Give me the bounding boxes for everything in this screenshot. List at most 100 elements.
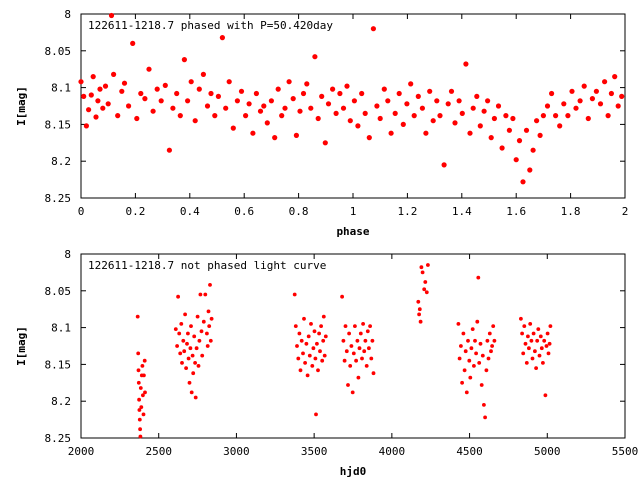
data-point xyxy=(195,314,200,319)
data-point xyxy=(597,101,604,107)
data-point xyxy=(188,346,193,351)
data-point xyxy=(316,368,320,373)
data-point xyxy=(219,35,225,41)
data-point xyxy=(175,344,180,348)
data-point xyxy=(463,349,468,354)
data-point xyxy=(445,101,451,107)
data-point xyxy=(192,118,198,124)
data-point xyxy=(188,79,194,85)
data-point xyxy=(411,113,417,119)
y-tick-label: 8.05 xyxy=(45,285,72,298)
data-point xyxy=(100,105,106,111)
data-point xyxy=(268,98,274,104)
data-point xyxy=(467,358,472,363)
data-point xyxy=(527,346,531,351)
data-point xyxy=(392,110,398,116)
data-point xyxy=(351,351,356,356)
data-point xyxy=(182,349,187,354)
data-point xyxy=(200,71,206,77)
data-point xyxy=(208,283,212,287)
data-point xyxy=(547,341,552,346)
data-point xyxy=(531,331,536,336)
data-point xyxy=(343,324,348,328)
data-point xyxy=(142,358,147,363)
data-point xyxy=(467,130,473,136)
data-point xyxy=(111,71,117,77)
data-point xyxy=(388,130,394,136)
data-point xyxy=(208,90,214,97)
x-tick-label: 1.8 xyxy=(561,205,581,218)
data-point xyxy=(108,12,115,19)
data-point xyxy=(207,324,212,328)
data-point xyxy=(341,338,346,343)
data-point xyxy=(470,327,475,331)
data-point xyxy=(478,341,483,346)
data-point xyxy=(95,98,101,104)
data-point xyxy=(417,312,421,317)
data-point xyxy=(523,341,528,346)
data-point xyxy=(321,314,326,319)
data-point xyxy=(340,294,344,299)
data-point xyxy=(434,98,440,104)
data-point xyxy=(304,341,309,346)
data-point xyxy=(253,90,259,97)
data-point xyxy=(201,319,206,324)
data-point xyxy=(330,86,336,92)
data-point xyxy=(374,103,380,109)
data-point xyxy=(309,322,313,326)
data-point xyxy=(537,132,543,138)
data-point xyxy=(549,90,555,97)
data-point xyxy=(176,294,181,299)
data-point xyxy=(488,135,494,141)
data-point xyxy=(427,88,433,94)
data-point xyxy=(360,356,364,361)
data-point xyxy=(250,130,256,136)
data-point xyxy=(238,88,245,94)
data-point xyxy=(370,338,375,343)
x-tick-label: 1 xyxy=(350,205,357,218)
data-point xyxy=(495,103,502,109)
data-point xyxy=(200,353,205,358)
data-point xyxy=(307,353,312,358)
data-point xyxy=(297,331,302,336)
data-point xyxy=(346,383,350,387)
data-point xyxy=(299,338,304,343)
data-point xyxy=(264,120,270,126)
data-point xyxy=(423,130,429,136)
data-point xyxy=(174,90,180,97)
data-point xyxy=(520,179,526,185)
data-point xyxy=(192,334,197,339)
data-point xyxy=(466,338,470,343)
data-point xyxy=(527,167,533,173)
chart-title: 122611-1218.7 phased with P=50.420day xyxy=(88,19,333,32)
y-tick-label: 8.1 xyxy=(51,322,71,335)
data-point xyxy=(534,118,540,124)
data-point xyxy=(612,74,618,80)
data-point xyxy=(184,366,189,370)
data-point xyxy=(223,105,229,111)
data-point xyxy=(456,322,461,326)
data-point xyxy=(143,390,147,395)
data-point xyxy=(513,157,519,163)
data-point xyxy=(385,98,391,104)
data-point xyxy=(544,344,549,348)
data-point xyxy=(198,292,203,297)
data-point xyxy=(323,334,328,339)
data-point xyxy=(348,364,353,368)
data-point xyxy=(206,309,211,314)
data-point xyxy=(499,145,505,151)
y-tick-label: 8.15 xyxy=(45,358,72,371)
data-point xyxy=(419,105,425,111)
data-point xyxy=(521,351,526,356)
data-point xyxy=(577,98,583,104)
data-point xyxy=(93,114,99,120)
data-point xyxy=(312,329,317,334)
data-point xyxy=(482,403,486,407)
data-point xyxy=(86,107,92,113)
data-point xyxy=(534,366,538,370)
data-point xyxy=(526,334,530,339)
data-point xyxy=(491,324,496,328)
data-point xyxy=(476,275,481,280)
data-point xyxy=(605,113,611,119)
